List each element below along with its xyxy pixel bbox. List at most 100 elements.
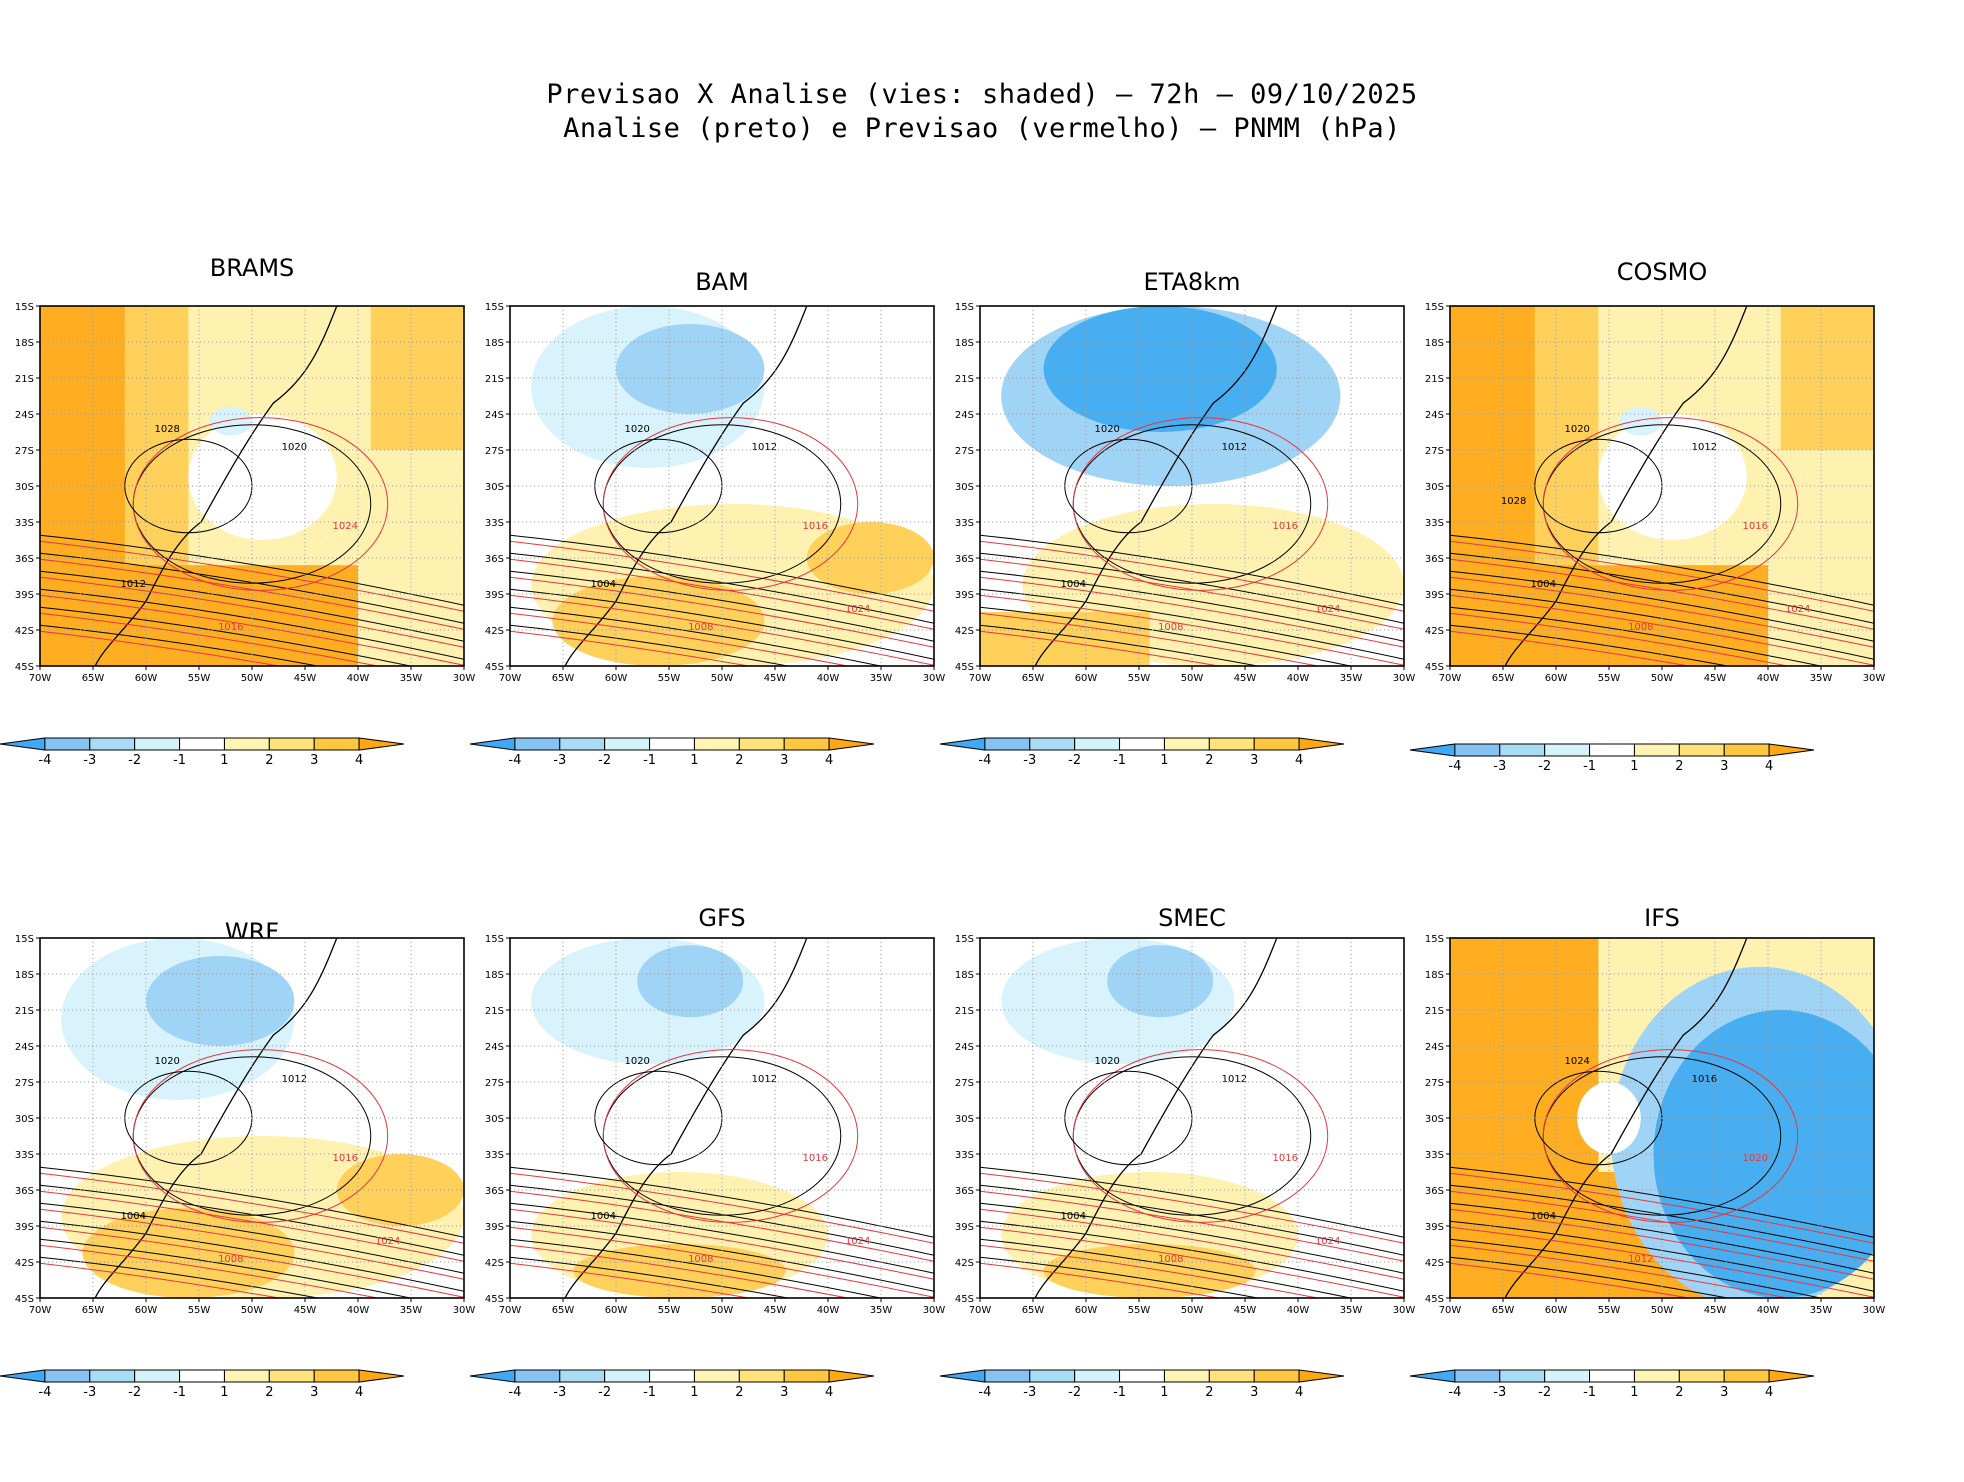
contour-label: 1008: [1628, 622, 1653, 633]
lon-tick-label: 70W: [29, 673, 52, 684]
coastline: [1034, 306, 1278, 666]
forecast-isobar: [40, 1190, 464, 1262]
colorbar-label: 3: [1720, 759, 1728, 774]
lon-tick-label: 60W: [1075, 1305, 1098, 1316]
colorbar-label: -2: [1068, 1385, 1081, 1400]
coastline: [1504, 306, 1748, 666]
analysis-isobar: [510, 1184, 934, 1256]
colorbar-cosmo: -4 -3 -2 -1 1 2 3 4: [1409, 743, 1815, 774]
lat-tick-label: 27S: [485, 1078, 504, 1089]
colorbar-segment: [358, 737, 405, 751]
analysis-isobar: [40, 588, 464, 660]
lat-tick-label: 30S: [1425, 482, 1444, 493]
analysis-isobar: [40, 1238, 413, 1298]
forecast-isobar: [1072, 417, 1329, 591]
colorbar-label: -3: [83, 753, 96, 768]
contour-label: 1016: [333, 1153, 358, 1164]
lon-tick-label: 40W: [347, 1305, 370, 1316]
lat-tick-label: 39S: [1425, 590, 1444, 601]
title-line-1: Previsao X Analise (vies: shaded) – 72h …: [546, 79, 1418, 110]
colorbar-segment: [1499, 743, 1546, 757]
colorbar-segment: [134, 1369, 181, 1383]
colorbar-segment: [559, 1369, 606, 1383]
bias-shading: [209, 406, 252, 436]
lat-tick-label: 45S: [15, 1294, 34, 1305]
contour-label: 1008: [218, 1254, 243, 1265]
lon-tick-label: 45W: [1234, 673, 1257, 684]
colorbar-segment: [1768, 1369, 1815, 1383]
forecast-isobar: [510, 630, 752, 666]
colorbar-label: 4: [1295, 1385, 1303, 1400]
lon-tick-label: 50W: [711, 1305, 734, 1316]
colorbar-segment: [1409, 743, 1456, 757]
colorbar-segment: [1298, 1369, 1345, 1383]
colorbar-label: -3: [553, 1385, 566, 1400]
map-brams: 1012 1016 1020 1024 1028 15S 18S 21S 24S 27S 30S 33…: [15, 302, 475, 684]
map-plot-area: 1004 1008 1012 1016 1020 1024 15S 18S 21S 24S 27S 3…: [955, 934, 1415, 1316]
analysis-isobar: [40, 624, 321, 666]
lat-tick-label: 42S: [485, 1258, 504, 1269]
lat-tick-label: 21S: [955, 374, 974, 385]
colorbar-segment: [313, 1369, 360, 1383]
map-eta8km: 1004 1008 1012 1016 1020 1024 15S 18S 21S 24S 27S 3…: [955, 302, 1415, 684]
analysis-isobar: [1450, 1238, 1823, 1298]
contour-label: 1012: [1222, 1074, 1247, 1085]
lon-tick-label: 50W: [711, 673, 734, 684]
analysis-isobar: [980, 570, 1404, 642]
colorbar-label: 1: [220, 1385, 228, 1400]
colorbar-segment: [1678, 743, 1725, 757]
map-cosmo: 1004 1008 1012 1016 1020 1024 1028 15S 18S 21S 24S…: [1425, 302, 1885, 684]
lat-tick-label: 27S: [15, 446, 34, 457]
colorbar-segment: [649, 1369, 695, 1383]
contour-label: 1028: [154, 424, 179, 435]
colorbar-label: -4: [978, 1385, 991, 1400]
lat-tick-label: 18S: [485, 970, 504, 981]
colorbar-label: -1: [1583, 759, 1596, 774]
colorbar-label: 2: [265, 753, 273, 768]
forecast-isobar: [980, 1226, 1404, 1298]
lat-tick-label: 39S: [1425, 1222, 1444, 1233]
lat-tick-label: 21S: [485, 374, 504, 385]
analysis-isobar: [40, 1202, 464, 1274]
lat-tick-label: 18S: [955, 338, 974, 349]
forecast-isobar: [510, 612, 851, 666]
analysis-isobar: [510, 1220, 934, 1292]
lon-tick-label: 50W: [241, 673, 264, 684]
lat-tick-label: 15S: [485, 934, 504, 945]
colorbar-label: -1: [643, 1385, 656, 1400]
forecast-isobar: [40, 1226, 464, 1298]
forecast-isobar: [1450, 1208, 1874, 1280]
analysis-isobar: [510, 1256, 791, 1298]
lon-tick-label: 65W: [1492, 1305, 1515, 1316]
lat-tick-label: 24S: [955, 1042, 974, 1053]
lon-tick-label: 35W: [1810, 1305, 1833, 1316]
lon-tick-label: 70W: [1439, 673, 1462, 684]
lon-tick-label: 45W: [764, 673, 787, 684]
colorbar-label: 3: [1720, 1385, 1728, 1400]
colorbar-label: -3: [83, 1385, 96, 1400]
colorbar-label: 2: [735, 1385, 743, 1400]
contour-label: 1012: [1692, 442, 1717, 453]
forecast-isobar: [1542, 1049, 1799, 1223]
colorbar-segment: [1544, 1369, 1591, 1383]
forecast-isobar: [510, 1226, 934, 1298]
analysis-isobar: [510, 1166, 934, 1238]
forecast-isobar: [602, 1049, 859, 1223]
lat-tick-label: 24S: [15, 1042, 34, 1053]
panel-smec: SMEC 1004 1008 1012 1016 1020 1024 15S 18S 21S 24…: [939, 882, 1415, 1482]
forecast-isobar: [40, 594, 464, 666]
bias-shading: [1043, 1244, 1256, 1298]
colorbar-label: 2: [1675, 1385, 1683, 1400]
lon-tick-label: 55W: [658, 673, 681, 684]
forecast-isobar: [510, 594, 934, 666]
forecast-isobar: [40, 540, 464, 612]
coastline: [94, 938, 338, 1298]
contour-label: 1008: [688, 1254, 713, 1265]
colorbar-segment: [1499, 1369, 1546, 1383]
bias-shading: [616, 324, 765, 414]
lat-tick-label: 42S: [485, 626, 504, 637]
colorbar-segment: [693, 1369, 740, 1383]
lat-tick-label: 18S: [485, 338, 504, 349]
bias-shading: [573, 1244, 786, 1298]
contour-label: 1024: [845, 1236, 870, 1247]
